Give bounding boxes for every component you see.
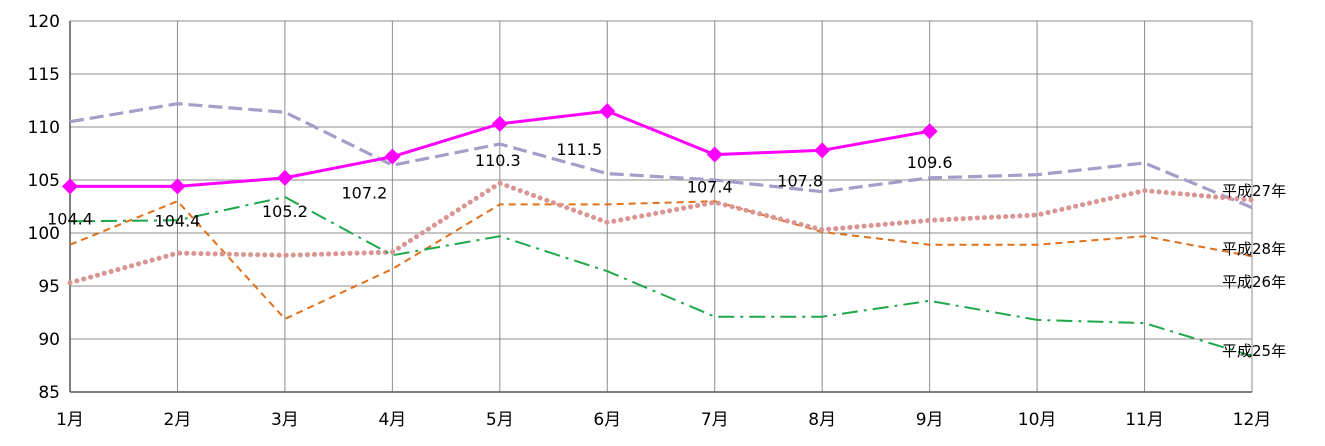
data-label: 104.4 bbox=[47, 209, 93, 228]
data-label: 110.3 bbox=[475, 151, 521, 170]
series-label-h28: 平成28年 bbox=[1222, 240, 1286, 258]
data-label: 111.5 bbox=[556, 140, 602, 159]
y-tick-label: 110 bbox=[28, 118, 60, 138]
data-point-marker bbox=[276, 169, 293, 186]
data-point-marker bbox=[814, 142, 831, 159]
data-label: 105.2 bbox=[262, 202, 308, 221]
series-line-h27 bbox=[69, 102, 1253, 210]
x-tick-label: 11月 bbox=[1125, 410, 1164, 430]
x-tick-label: 12月 bbox=[1233, 410, 1272, 430]
x-tick-label: 5月 bbox=[486, 410, 514, 430]
y-tick-label: 120 bbox=[28, 12, 60, 32]
data-point-marker bbox=[169, 178, 186, 195]
data-point-marker bbox=[599, 103, 616, 120]
data-label: 109.6 bbox=[907, 153, 953, 172]
y-tick-label: 95 bbox=[38, 277, 60, 297]
y-tick-label: 90 bbox=[38, 330, 60, 350]
data-label: 107.2 bbox=[341, 184, 387, 203]
x-tick-label: 2月 bbox=[164, 410, 192, 430]
data-label: 104.4 bbox=[155, 211, 201, 230]
y-tick-label: 115 bbox=[28, 65, 60, 85]
data-label: 107.4 bbox=[687, 178, 733, 197]
x-tick-label: 1月 bbox=[56, 410, 84, 430]
data-label: 107.8 bbox=[777, 171, 823, 190]
series-line-h28 bbox=[69, 200, 1253, 320]
y-tick-label: 100 bbox=[28, 224, 60, 244]
y-tick-label: 85 bbox=[38, 383, 60, 403]
data-point-marker bbox=[921, 123, 938, 140]
series-line-h26 bbox=[67, 180, 1255, 286]
x-tick-label: 6月 bbox=[593, 410, 621, 430]
x-tick-label: 7月 bbox=[701, 410, 729, 430]
data-point-marker bbox=[62, 178, 78, 195]
y-tick-label: 105 bbox=[28, 171, 60, 191]
series-line-h25 bbox=[69, 196, 1253, 357]
data-point-marker bbox=[491, 115, 508, 132]
series-label-h27: 平成27年 bbox=[1222, 182, 1286, 200]
data-point-marker bbox=[706, 146, 723, 163]
x-tick-label: 10月 bbox=[1018, 410, 1057, 430]
data-point-marker bbox=[384, 148, 401, 165]
x-tick-label: 8月 bbox=[808, 410, 836, 430]
series-label-h26: 平成26年 bbox=[1222, 273, 1286, 291]
series-label-h25: 平成25年 bbox=[1222, 342, 1286, 360]
x-tick-label: 3月 bbox=[271, 410, 299, 430]
x-tick-label: 9月 bbox=[916, 410, 944, 430]
x-tick-label: 4月 bbox=[378, 410, 406, 430]
